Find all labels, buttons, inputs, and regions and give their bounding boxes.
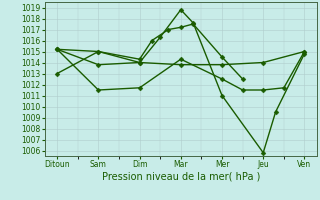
X-axis label: Pression niveau de la mer( hPa ): Pression niveau de la mer( hPa )	[102, 172, 260, 182]
